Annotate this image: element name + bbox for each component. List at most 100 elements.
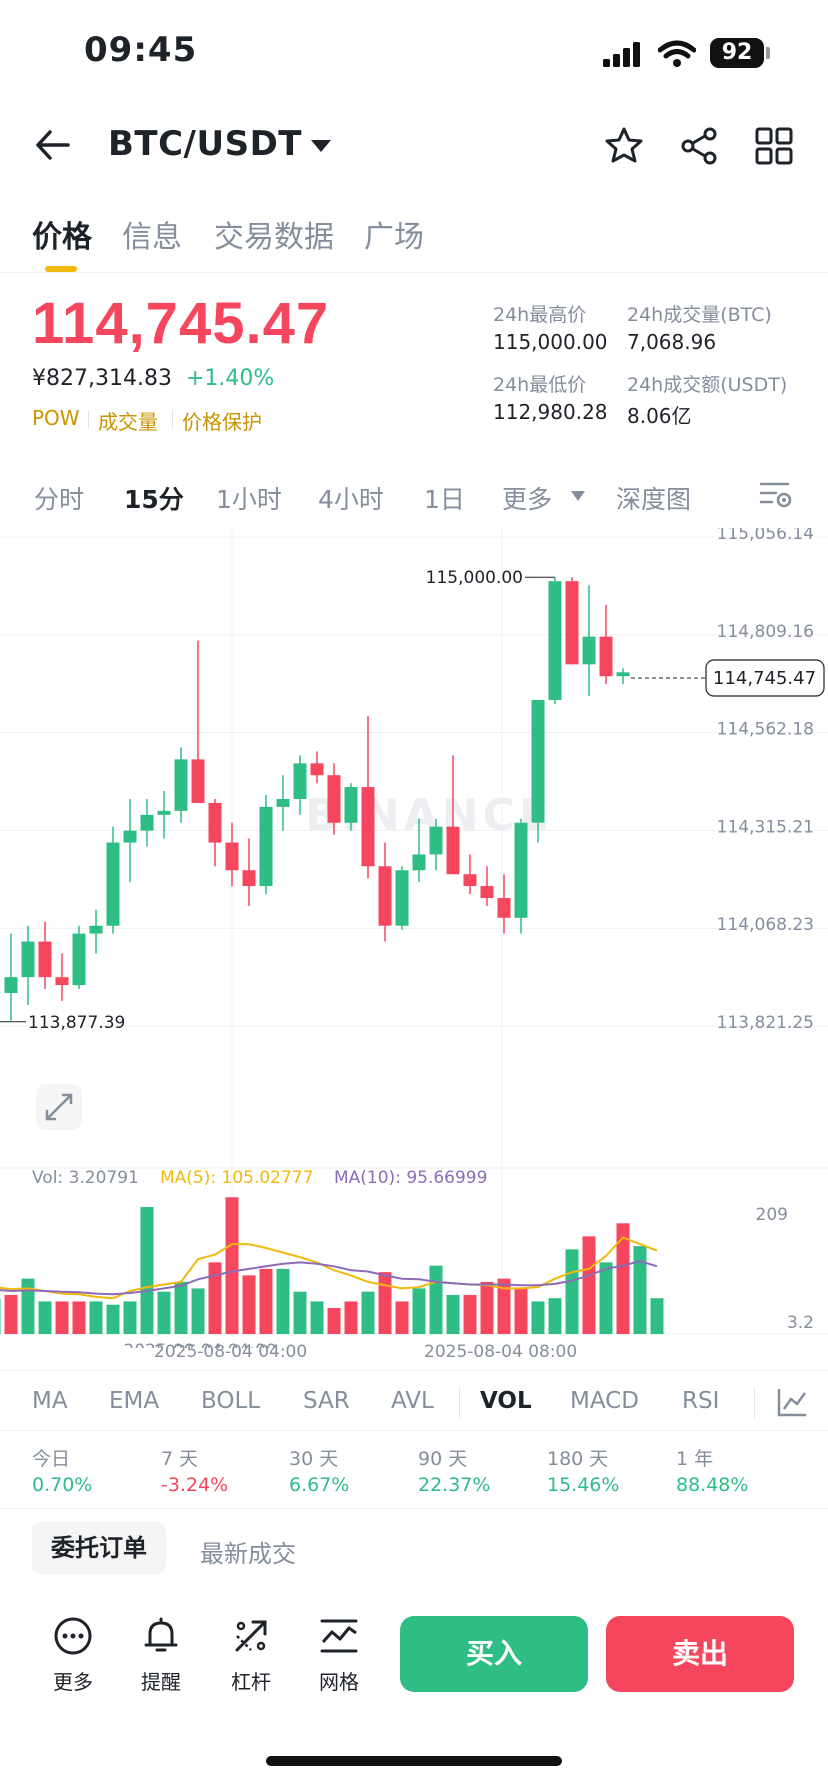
active-tab-indicator bbox=[45, 266, 77, 272]
time-label-0400: 2025-08-04 04:00 bbox=[154, 1342, 308, 1362]
indicator-divider-bottom bbox=[0, 1430, 828, 1431]
volume-ma10-line bbox=[0, 1260, 658, 1296]
indicator-avl[interactable]: AVL bbox=[391, 1388, 434, 1414]
chart-background bbox=[0, 528, 828, 1168]
indicator-rsi[interactable]: RSI bbox=[682, 1388, 720, 1414]
candle bbox=[174, 759, 188, 811]
more-caret-icon[interactable] bbox=[570, 490, 586, 502]
buy-button[interactable]: 买入 bbox=[400, 1616, 588, 1692]
volume-axis-max: 209 bbox=[756, 1205, 788, 1225]
interval-timeline[interactable]: 分时 bbox=[34, 485, 85, 514]
candle bbox=[344, 787, 358, 823]
price-axis-label: 114,315.21 bbox=[717, 817, 814, 837]
interval-4h[interactable]: 4小时 bbox=[318, 485, 384, 514]
volume-bar bbox=[480, 1281, 494, 1334]
tag-volume[interactable]: 成交量 bbox=[98, 410, 158, 434]
candle bbox=[242, 870, 256, 887]
last-price-box bbox=[705, 659, 825, 697]
more-dots-icon bbox=[54, 1617, 92, 1655]
price-axis-label: 115,056.14 bbox=[717, 528, 814, 544]
tab-trading-data[interactable]: 交易数据 bbox=[214, 220, 334, 255]
indicator-ema[interactable]: EMA bbox=[109, 1388, 160, 1414]
tab-info[interactable]: 信息 bbox=[122, 220, 182, 255]
perf-value-90d: 22.37% bbox=[418, 1474, 491, 1496]
indicator-vol[interactable]: VOL bbox=[480, 1388, 532, 1414]
pair-selector[interactable]: BTC/USDT bbox=[108, 124, 302, 164]
interval-1d[interactable]: 1日 bbox=[424, 485, 465, 514]
grid-menu-icon[interactable] bbox=[754, 126, 794, 166]
volume-bar bbox=[463, 1294, 477, 1334]
grid-trading-icon bbox=[320, 1619, 358, 1653]
indicator-macd[interactable]: MACD bbox=[570, 1388, 639, 1414]
candle bbox=[140, 814, 154, 831]
interval-1h[interactable]: 1小时 bbox=[216, 485, 282, 514]
volume-bar bbox=[429, 1265, 443, 1334]
caret-down-icon[interactable] bbox=[310, 138, 332, 154]
back-arrow-icon[interactable] bbox=[34, 128, 72, 162]
bell-icon bbox=[144, 1617, 178, 1652]
tab-latest-trades[interactable]: 最新成交 bbox=[200, 1540, 296, 1568]
interval-depth-chart[interactable]: 深度图 bbox=[616, 485, 692, 514]
price-axis-label: 113,821.25 bbox=[717, 1013, 814, 1033]
indicator-divider-top bbox=[0, 1370, 828, 1371]
volume-bar bbox=[0, 1298, 1, 1334]
perf-value-1y: 88.48% bbox=[676, 1474, 749, 1496]
perf-label-1y: 1 年 bbox=[676, 1448, 714, 1470]
perf-divider bbox=[0, 1508, 828, 1509]
expand-chart-button[interactable] bbox=[36, 1084, 82, 1130]
tag-pow[interactable]: POW bbox=[32, 406, 80, 430]
volume-bar bbox=[55, 1301, 69, 1334]
tab-open-orders[interactable]: 委托订单 bbox=[32, 1522, 166, 1574]
candle bbox=[565, 581, 579, 665]
price-axis: 115,056.14 114,809.16 114,562.18 114,315.21… bbox=[717, 528, 814, 1033]
last-price: 114,745.47 bbox=[32, 291, 330, 356]
battery-tip bbox=[766, 47, 770, 59]
margin-button[interactable]: 杠杆 bbox=[216, 1616, 286, 1695]
perf-label-today: 今日 bbox=[32, 1448, 71, 1470]
candle bbox=[293, 763, 307, 799]
volume-bar bbox=[412, 1288, 426, 1334]
alert-button[interactable]: 提醒 bbox=[126, 1616, 196, 1695]
stat-vol-usdt-label: 24h成交额(USDT) bbox=[627, 374, 788, 396]
tab-price[interactable]: 价格 bbox=[32, 220, 92, 255]
volume-ma5-line bbox=[0, 1236, 658, 1300]
volume-bar bbox=[174, 1281, 188, 1334]
volume-bar bbox=[276, 1268, 290, 1334]
candle bbox=[429, 826, 443, 855]
price-chart[interactable]: BINANCE 115,056.14114,809.16114,562.1811… bbox=[0, 528, 828, 1348]
expand-icon bbox=[45, 1093, 73, 1121]
change-percent: +1.40% bbox=[186, 366, 275, 391]
grid-button[interactable]: 网格 bbox=[304, 1616, 374, 1695]
chart-grid bbox=[0, 528, 828, 1335]
volume-bar bbox=[599, 1262, 613, 1334]
chart-settings-icon[interactable] bbox=[758, 478, 794, 510]
tabs-divider bbox=[0, 272, 828, 273]
wifi-icon bbox=[658, 40, 696, 67]
indicator-ma[interactable]: MA bbox=[32, 1388, 68, 1414]
candle bbox=[72, 933, 86, 986]
indicator-sar[interactable]: SAR bbox=[303, 1388, 350, 1414]
volume-bar bbox=[514, 1288, 528, 1334]
volume-bar bbox=[633, 1246, 647, 1334]
perf-label-7d: 7 天 bbox=[161, 1448, 199, 1470]
interval-15m[interactable]: 15分 bbox=[124, 485, 184, 514]
tag-price-protection[interactable]: 价格保护 bbox=[182, 410, 262, 434]
interval-more[interactable]: 更多 bbox=[502, 485, 553, 514]
tab-square[interactable]: 广场 bbox=[364, 220, 424, 255]
candle bbox=[514, 822, 528, 918]
volume-bar bbox=[140, 1207, 154, 1334]
candle bbox=[531, 699, 545, 823]
sell-button[interactable]: 卖出 bbox=[606, 1616, 794, 1692]
share-icon[interactable] bbox=[679, 126, 719, 166]
price-axis-label: 114,068.23 bbox=[717, 915, 814, 935]
candle bbox=[548, 581, 562, 700]
favorite-star-icon[interactable] bbox=[604, 126, 644, 166]
candle bbox=[208, 802, 222, 843]
tag-separator bbox=[88, 410, 89, 428]
more-button[interactable]: 更多 bbox=[38, 1616, 108, 1695]
stat-vol-btc-label: 24h成交量(BTC) bbox=[627, 304, 772, 326]
legend-vol: Vol: 3.20791 bbox=[32, 1168, 139, 1188]
candle bbox=[123, 830, 137, 843]
indicator-settings-icon[interactable] bbox=[776, 1386, 808, 1418]
indicator-boll[interactable]: BOLL bbox=[201, 1388, 261, 1414]
